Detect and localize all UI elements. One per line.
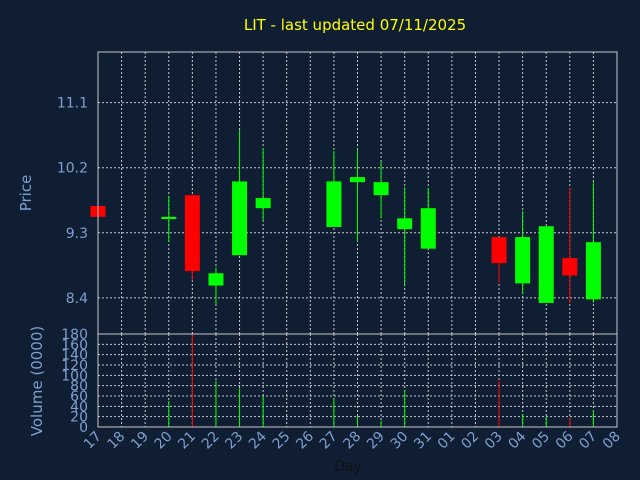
candle-body (373, 182, 389, 196)
x-tick-label: 05 (529, 429, 553, 453)
volume-grid (97, 333, 618, 428)
volume-tick-label: 120 (61, 358, 88, 374)
volume-tick-label: 140 (61, 348, 88, 364)
x-tick-label: 25 (270, 429, 294, 453)
candle-body (161, 216, 177, 220)
candle-body (538, 226, 554, 303)
x-tick-label: 06 (553, 428, 577, 452)
volume-tick-label: 80 (70, 379, 88, 395)
x-axis-label: Day (334, 459, 362, 475)
volume-tick-label: 60 (70, 389, 88, 405)
volume-bars (168, 334, 594, 427)
candle-body (326, 181, 342, 227)
x-tick-label: 22 (199, 429, 223, 453)
candle-body (184, 195, 200, 272)
x-tick-label: 01 (435, 429, 459, 453)
candle-body (420, 208, 436, 249)
candle-body (232, 181, 248, 256)
x-tick-label: 03 (482, 429, 506, 453)
volume-tick-label: 180 (61, 327, 88, 343)
x-tick-label: 07 (576, 429, 600, 453)
price-tick-label: 11.1 (57, 96, 88, 112)
x-tick-label: 27 (317, 429, 341, 453)
chart-title: LIT - last updated 07/11/2025 (244, 16, 466, 34)
volume-tick-label: 100 (61, 368, 88, 384)
price-tick-label: 9.3 (66, 226, 88, 242)
volume-tick-label: 40 (70, 399, 88, 415)
x-tick-label: 29 (364, 429, 388, 453)
price-axis-label: Price (17, 175, 35, 212)
x-tick-label: 21 (175, 429, 199, 453)
volume-plot-frame (97, 333, 618, 428)
candle-body (562, 258, 578, 276)
x-tick-label: 19 (128, 429, 152, 453)
x-tick-label: 28 (340, 429, 364, 453)
x-tick-label: 20 (152, 429, 176, 453)
x-tick-label: 08 (600, 429, 624, 453)
candle-body (208, 273, 224, 286)
price-tick-labels: 11.1 10.2 9.3 8.4 (57, 96, 88, 307)
volume-axis-label: Volume (0000) (28, 326, 46, 436)
candle-body (255, 198, 271, 209)
x-tick-label: 30 (388, 429, 412, 453)
candles (90, 130, 601, 305)
x-tick-labels: 17 18 19 20 21 22 23 24 25 26 27 28 29 30 31 01 02 03 04 05… (81, 428, 624, 452)
x-tick-label: 24 (246, 428, 270, 452)
candle-body (491, 237, 507, 264)
price-tick-label: 10.2 (57, 161, 88, 177)
x-tick-label: 23 (222, 429, 246, 453)
x-tick-label: 18 (104, 429, 128, 453)
volume-tick-label: 160 (61, 337, 88, 353)
x-tick-label: 31 (411, 429, 435, 453)
x-tick-label: 02 (458, 429, 482, 453)
candle-body (585, 242, 601, 300)
price-tick-label: 8.4 (66, 291, 88, 307)
x-tick-label: 04 (506, 428, 530, 452)
x-tick-label: 26 (293, 428, 317, 452)
volume-tick-label: 0 (79, 420, 88, 436)
candle-body (397, 218, 413, 230)
candle-body (515, 237, 531, 284)
candle-body (350, 177, 365, 183)
volume-tick-label: 20 (70, 410, 88, 426)
